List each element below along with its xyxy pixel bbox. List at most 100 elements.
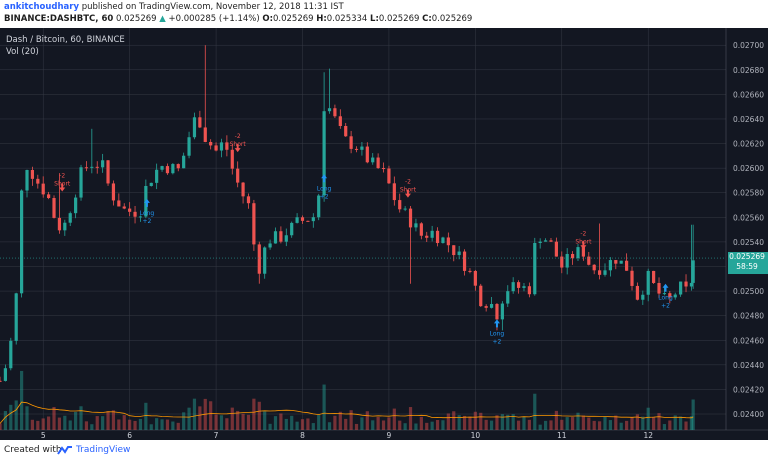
price-axis[interactable]: 0.02700 0.02680 0.02660 0.02640 0.02620 0.026… [733,41,764,419]
candle-body [14,293,18,341]
time-tick-label: 6 [127,431,132,440]
volume-bar [311,423,315,430]
candle-body [506,291,510,304]
footer: Created with TradingView [0,440,768,461]
chart-panel[interactable]: -2ShortLong+2-2ShortLong+2-2ShortLong+2-… [0,28,768,440]
close-value: 0.025269 [431,14,473,24]
candle-body [641,294,645,300]
candle-body [182,155,186,169]
volume-bar [592,420,596,430]
long-arrow-icon [662,283,669,292]
candle-body [106,160,110,184]
candle-body [630,270,634,286]
long-arrow-icon [321,174,328,183]
volume-bar [344,418,348,430]
candle-body [365,146,369,163]
volume-bar [652,416,656,430]
price-tick-label: 0.02540 [733,238,764,247]
volume-bar [0,423,2,430]
volume-bar [36,420,40,430]
candle-body [689,282,694,287]
volume-bar [133,420,137,430]
candle-body [246,196,251,204]
candle-body [322,111,326,196]
candle-body [20,190,24,294]
short-arrow-icon [59,183,66,192]
candle-body [500,303,504,320]
time-axis[interactable]: 5 6 7 8 9 10 11 12 [41,431,653,440]
candle-body [52,198,56,218]
candle-body [187,137,191,156]
trade-signals: -2ShortLong+2-2ShortLong+2-2ShortLong+2-… [54,133,673,345]
candle-body [473,271,477,286]
author-name[interactable]: ankitchoudhary [4,2,80,12]
candle-body [495,304,499,320]
created-with-text: Created with [4,445,62,455]
volume-bar [171,421,175,430]
candle-body [614,260,618,264]
long-qty: +2 [493,338,502,345]
volume-bar [430,421,434,430]
volume-bar [3,410,8,430]
candle-body [625,260,629,271]
volume-bar [597,421,602,430]
candle-body [662,293,667,295]
candle-body [30,170,35,179]
candlesticks[interactable] [0,45,695,382]
volume-bar [511,414,515,430]
tradingview-brand-link[interactable]: TradingView [76,445,131,455]
volume-bar [408,407,413,430]
volume-bar [106,411,110,430]
short-qty: -2 [235,133,241,140]
short-qty: -2 [405,179,411,186]
long-signal-marker: Long+2 [490,319,504,345]
candle-body [57,217,62,231]
candle-body [284,235,288,242]
candle-body [327,108,332,112]
time-tick-label: 12 [643,431,653,440]
volume-bar [349,410,353,430]
volume-bar [290,415,294,430]
volume-bar [333,415,337,430]
candle-body [441,237,445,244]
volume-bar [257,401,261,430]
volume-bar [446,413,450,430]
volume-bar [117,419,121,430]
volume-bar [619,422,623,430]
candle-body [603,270,607,275]
price-chart-svg[interactable]: -2ShortLong+2-2ShortLong+2-2ShortLong+2-… [0,28,768,440]
volume-bar [662,424,667,430]
long-qty: +2 [142,218,151,225]
volume-bar [236,410,240,430]
candle-body [635,285,640,300]
volume-bar [246,414,251,430]
volume-bar [300,419,305,430]
volume-bar [198,406,202,430]
volume-bar [603,416,607,430]
volume-bar [111,410,116,430]
volume-bar [479,412,483,430]
volume-bar [365,411,369,430]
candle-body [268,243,272,248]
volume-bar [354,423,359,430]
volume-bar [516,420,521,430]
volume-bar [635,414,640,430]
volume-bar [360,417,364,430]
candle-body [9,340,13,369]
volume-bar [689,416,694,430]
volume-bar [468,416,472,430]
volume-bar [462,415,467,430]
volume-bar [381,420,386,430]
candle-body [84,167,89,169]
candle-body [435,230,440,244]
price-tick-label: 0.02420 [733,385,764,394]
volume-bar [155,418,159,430]
volume-bar [230,407,234,430]
candle-body [392,183,396,201]
candle-body [344,126,348,137]
volume-bar [484,419,488,430]
candle-body [214,145,218,151]
volume-bar [668,420,672,430]
candle-body [311,217,315,222]
candle-body [408,208,413,228]
